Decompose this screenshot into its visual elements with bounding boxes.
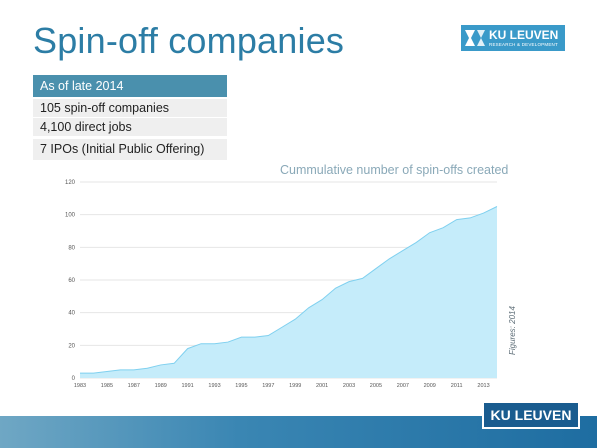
y-tick-label: 20 bbox=[68, 343, 75, 349]
x-tick-label: 2003 bbox=[343, 383, 355, 389]
page-title: Spin-off companies bbox=[33, 20, 345, 61]
x-tick-label: 1999 bbox=[289, 383, 301, 389]
figures-note: Figures: 2014 bbox=[508, 306, 517, 355]
x-tick-label: 2011 bbox=[451, 383, 463, 389]
ku-leuven-logo: KU LEUVEN bbox=[482, 401, 580, 429]
stats-header: As of late 2014 bbox=[33, 75, 227, 97]
y-tick-label: 120 bbox=[65, 180, 76, 186]
logo-top-name: KU LEUVEN bbox=[489, 27, 559, 42]
y-tick-label: 80 bbox=[68, 245, 75, 251]
x-tick-label: 1989 bbox=[155, 383, 167, 389]
stats-box: As of late 2014 105 spin-off companies 4… bbox=[33, 75, 227, 161]
y-axis-ticks: 0 20 40 60 80 100 120 bbox=[65, 180, 76, 382]
y-tick-label: 60 bbox=[68, 278, 75, 284]
stat-ipos: 7 IPOs (Initial Public Offering) bbox=[33, 139, 227, 160]
x-tick-label: 1995 bbox=[235, 383, 247, 389]
x-tick-label: 2001 bbox=[316, 383, 328, 389]
x-tick-label: 1987 bbox=[128, 383, 140, 389]
x-tick-label: 2007 bbox=[397, 383, 409, 389]
cumulative-line bbox=[80, 206, 498, 374]
x-tick-label: 2009 bbox=[424, 383, 436, 389]
logo-mark-icon bbox=[461, 25, 489, 51]
y-tick-label: 40 bbox=[68, 311, 75, 317]
logo-top-subtitle: RESEARCH & DEVELOPMENT bbox=[489, 41, 558, 47]
chart-title: Cummulative number of spin-offs created bbox=[280, 163, 509, 177]
x-tick-label: 1991 bbox=[181, 383, 193, 389]
x-tick-label: 1993 bbox=[208, 383, 220, 389]
x-tick-label: 1983 bbox=[74, 383, 86, 389]
y-tick-label: 100 bbox=[65, 213, 76, 219]
x-tick-label: 2013 bbox=[477, 383, 489, 389]
x-tick-label: 1985 bbox=[101, 383, 113, 389]
y-tick-label: 0 bbox=[72, 376, 76, 382]
x-axis-ticks: 1983 1985 1987 1989 1991 1993 1995 1997 1999 2001… bbox=[74, 383, 490, 389]
stat-spinoffs: 105 spin-off companies bbox=[33, 99, 227, 117]
ku-leuven-rd-logo: KU LEUVEN RESEARCH & DEVELOPMENT bbox=[461, 25, 565, 51]
x-tick-label: 1997 bbox=[262, 383, 274, 389]
stat-jobs: 4,100 direct jobs bbox=[33, 118, 227, 136]
x-tick-label: 2005 bbox=[370, 383, 382, 389]
cumulative-area bbox=[80, 206, 497, 378]
